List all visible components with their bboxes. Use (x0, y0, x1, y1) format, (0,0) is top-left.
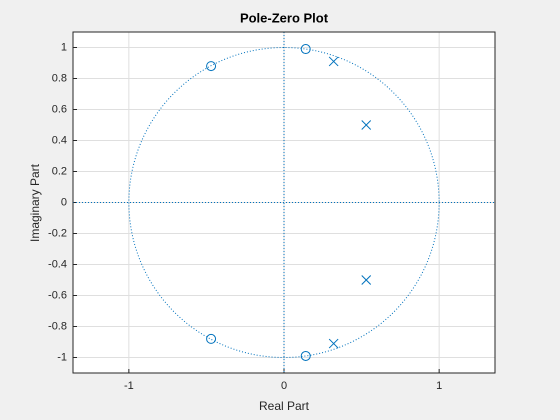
pole-marker (361, 275, 372, 285)
zero-marker (206, 61, 217, 72)
y-axis-label: Imaginary Part (28, 163, 42, 242)
zero-marker (300, 350, 311, 361)
pole-marker (361, 120, 372, 130)
pole-marker (328, 56, 339, 67)
y-tick-label: -1 (57, 351, 67, 363)
axes-box (72, 31, 496, 374)
x-tick-label: 1 (436, 380, 442, 392)
y-tick-label: 0 (61, 196, 67, 208)
y-tick-label: 0.4 (52, 134, 67, 146)
y-tick-label: -0.6 (48, 289, 67, 301)
pole-marker (328, 338, 339, 349)
y-tick-label: -0.4 (48, 258, 67, 270)
zero-marker (300, 44, 311, 55)
x-tick-label: -1 (124, 380, 134, 392)
y-tick-label: 1 (61, 41, 67, 53)
y-tick-label: 0.6 (52, 103, 67, 115)
y-tick-label: -0.2 (48, 227, 67, 239)
y-tick-label: 0.2 (52, 165, 67, 177)
x-tick-label: 0 (281, 380, 287, 392)
y-tick-label: 0.8 (52, 72, 67, 84)
zero-marker (206, 333, 217, 344)
chart-title: Pole-Zero Plot (240, 10, 329, 25)
x-axis-label: Real Part (259, 399, 310, 413)
y-tick-label: -0.8 (48, 320, 67, 332)
